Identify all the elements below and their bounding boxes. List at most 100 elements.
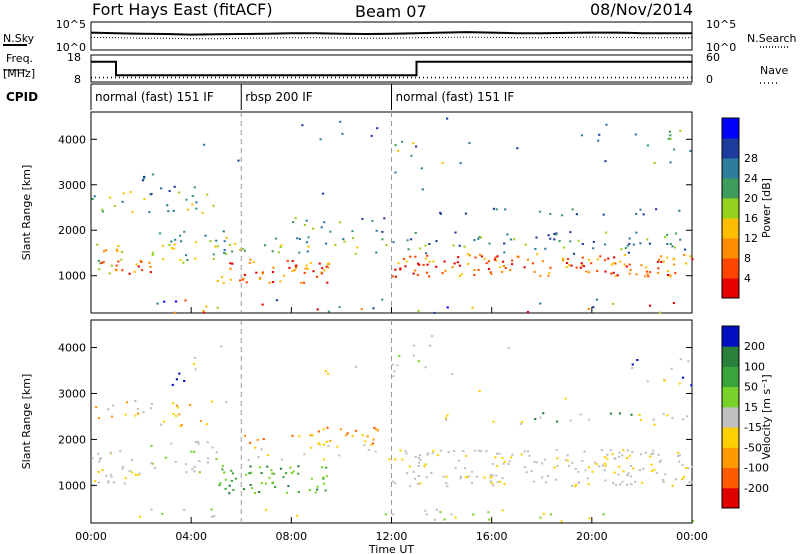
power-echo [354, 252, 357, 255]
power-echo [669, 134, 672, 137]
power-echo [280, 244, 283, 247]
velocity-echo [465, 455, 468, 457]
power-echo [473, 269, 476, 271]
power-echo [612, 271, 615, 274]
velocity-echo [267, 454, 270, 457]
velocity-echo [445, 418, 448, 421]
velocity-echo [316, 488, 319, 491]
velocity-echo [425, 513, 428, 516]
power-echo [149, 271, 152, 274]
velocity-echo [206, 457, 209, 460]
power-echo [128, 272, 131, 275]
velocity-echo [151, 462, 154, 465]
power-echo [195, 207, 198, 210]
power-echo [342, 238, 345, 241]
velocity-echo [629, 465, 632, 467]
power-echo [206, 193, 209, 196]
power-echo [143, 198, 146, 201]
velocity-echo [566, 459, 569, 462]
cpid-label: CPID [6, 90, 38, 104]
power-echo [610, 263, 613, 266]
velocity-echo [248, 472, 251, 475]
power-echo [339, 120, 342, 123]
power-echo [673, 148, 676, 151]
velocity-echo [445, 475, 448, 478]
velocity-echo [662, 481, 665, 483]
time-tick-label: 12:00 [376, 530, 408, 543]
velocity-echo [206, 461, 209, 464]
power-echo [178, 191, 181, 194]
power-echo [660, 255, 663, 258]
velocity-echo [197, 442, 200, 445]
velocity-echo [485, 450, 488, 453]
velocity-echo [439, 449, 442, 452]
velocity-colorbar-tick: -50 [744, 441, 762, 454]
power-echo [397, 262, 400, 265]
velocity-echo [254, 446, 257, 449]
velocity-echo [660, 459, 663, 462]
power-echo [452, 244, 455, 247]
power-echo [588, 258, 591, 261]
power-echo [539, 302, 542, 305]
freq-left-tick-top: 18 [67, 51, 81, 64]
velocity-echo [375, 428, 378, 431]
power-echo [628, 242, 631, 245]
power-echo [569, 240, 572, 243]
power-echo [184, 299, 187, 302]
power-echo [466, 253, 470, 256]
power-echo [394, 171, 397, 174]
power-echo [433, 311, 436, 314]
power-echo [309, 261, 312, 264]
power-echo [137, 265, 140, 268]
velocity-echo [351, 435, 354, 438]
velocity-echo [286, 491, 289, 494]
velocity-echo [346, 432, 349, 435]
power-echo [565, 266, 568, 269]
power-echo [241, 247, 244, 250]
velocity-echo [198, 471, 201, 474]
velocity-echo [303, 453, 306, 456]
velocity-echo [621, 454, 624, 457]
velocity-echo [653, 423, 656, 426]
velocity-echo [327, 372, 330, 375]
velocity-echo [443, 518, 446, 521]
velocity-echo [101, 469, 104, 471]
velocity-echo [604, 479, 607, 482]
power-echo [485, 262, 488, 265]
velocity-colorbar-swatch [722, 386, 739, 408]
velocity-echo [613, 471, 616, 474]
power-echo [191, 195, 194, 197]
velocity-echo [183, 508, 186, 511]
power-echo [425, 271, 429, 274]
power-echo [669, 243, 672, 245]
power-echo [457, 256, 460, 259]
velocity-echo [272, 472, 275, 475]
velocity-echo [224, 487, 227, 490]
power-echo [619, 260, 622, 263]
velocity-echo [487, 511, 490, 514]
noise-left-tick-bottom: 10^0 [56, 41, 86, 54]
power-colorbar-swatch [722, 118, 739, 139]
velocity-echo [584, 469, 587, 472]
velocity-echo [150, 508, 153, 511]
power-ylabel: Slant Range [km] [20, 165, 33, 261]
velocity-echo [604, 464, 607, 467]
velocity-echo [566, 454, 569, 457]
velocity-echo [417, 482, 420, 485]
velocity-echo [223, 471, 226, 474]
velocity-echo [339, 428, 343, 431]
velocity-echo [426, 453, 429, 456]
velocity-echo [535, 461, 538, 464]
velocity-echo [577, 470, 580, 473]
power-echo [306, 267, 309, 270]
power-echo [435, 240, 438, 243]
power-echo [115, 269, 118, 272]
power-echo [410, 154, 413, 157]
velocity-echo [401, 458, 404, 461]
velocity-echo [206, 441, 209, 444]
power-echo [264, 244, 267, 247]
velocity-echo [175, 404, 179, 407]
velocity-echo [639, 418, 643, 421]
power-echo [385, 244, 388, 247]
power-echo [96, 243, 99, 246]
